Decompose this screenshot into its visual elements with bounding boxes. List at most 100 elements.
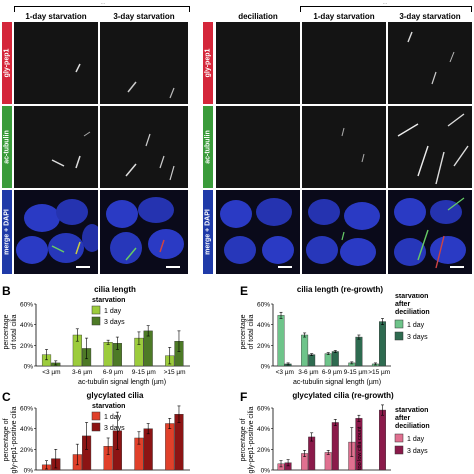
row-label-merge-dapi-right: merge + DAPI <box>203 190 213 274</box>
chart-c-legend-title: starvation <box>92 403 125 410</box>
chart-f-legend-title-1: starvation <box>395 407 428 414</box>
chart-f-bar <box>324 452 332 471</box>
chart-e-bar <box>308 354 316 367</box>
chart-e-legend-swatch-3days <box>394 331 404 341</box>
scale-bar <box>166 266 180 268</box>
chart-c-ytick-label: 20% <box>20 447 33 454</box>
chart-e-legend-1day: 1 day <box>407 322 425 329</box>
chart-e-xtick-label: 6-9 µm <box>322 369 342 376</box>
chart-f-ylabel-1: percentage of <box>240 419 247 462</box>
chart-c-bar <box>165 423 175 471</box>
chart-e-legend-title-1: starvation <box>395 294 428 300</box>
chart-f-annotation: too low cilia count <box>357 426 363 470</box>
chart-f-bar <box>308 436 316 471</box>
chart-c-ytick-label: 40% <box>20 426 33 433</box>
chart-e-xtick-label: 3-6 µm <box>298 369 318 376</box>
chart-c-bar <box>143 428 153 471</box>
chart-f-ytick-label: 0% <box>261 468 271 474</box>
chart-c-legend-3days: 3 days <box>104 425 125 432</box>
micrograph-gly-regrowth-1day <box>302 22 386 104</box>
chart-e-ytick-label: 60% <box>257 302 270 309</box>
chart-e-legend-3days: 3 days <box>407 334 428 341</box>
panel-label-b: B <box>2 284 11 298</box>
chart-e-xtick-label: 9-15 µm <box>344 369 368 376</box>
micrograph-gly-3day <box>100 22 188 104</box>
micrograph-gly-1day <box>14 22 98 104</box>
chart-e-xtick-label: <3 µm <box>276 369 294 376</box>
panel-e-title: cilia length (re-growth) <box>296 285 384 294</box>
micrograph-gly-regrowth-3day <box>388 22 472 104</box>
chart-e-ylabel-2: of total cilia <box>248 314 255 349</box>
col-header-1day-right: 1-day starvation <box>313 12 375 21</box>
chart-f-legend-swatch-3days <box>394 445 404 455</box>
chart-e-ytick-label: 0% <box>261 364 271 371</box>
micrograph-merge-1day <box>14 190 98 274</box>
chart-f-legend-title-2: after <box>395 415 410 422</box>
chart-e-xtick-label: >15 µm <box>368 369 390 376</box>
chart-b-legend-1day: 1 day <box>104 308 122 315</box>
chart-e-legend-title-2: after <box>395 301 410 308</box>
chart-e-ytick-label: 40% <box>257 322 270 329</box>
chart-e-bar <box>355 336 363 367</box>
micrograph-merge-deciliation <box>216 190 300 274</box>
chart-c: percentage of gly-pep1-positive cilia 0%… <box>3 403 190 474</box>
chart-b: percentage of total cilia 0% 20% 40% 60% <3 … <box>3 297 190 386</box>
chart-f-legend-1day: 1 day <box>407 436 425 443</box>
chart-b-xtick-label: >15 µm <box>164 369 186 376</box>
row-label-merge-dapi: merge + DAPI <box>2 190 12 274</box>
chart-e-bar <box>301 334 309 367</box>
micrograph-actub-deciliation <box>216 106 300 188</box>
panel-b-title: cilia length <box>94 285 136 294</box>
chart-b-legend-title: starvation <box>92 297 125 304</box>
chart-f-legend-3days: 3 days <box>407 448 428 455</box>
row-label-gly-pep1: gly-pep1 <box>2 22 12 104</box>
row-label-ac-tubulin: ac-tubulin <box>2 106 12 188</box>
chart-e-bar <box>324 353 332 367</box>
panel-label-c: C <box>2 390 11 404</box>
left-group-bracket <box>14 6 190 12</box>
right-group-header: ... <box>382 0 388 6</box>
scale-bar <box>278 266 292 268</box>
chart-e-bar <box>277 315 285 367</box>
chart-e-ytick-label: 20% <box>257 343 270 350</box>
chart-f-bar <box>378 409 386 471</box>
micrograph-actub-1day <box>14 106 98 188</box>
chart-f-legend-swatch-1day <box>394 433 404 443</box>
chart-b-xtick-label: <3 µm <box>42 369 60 376</box>
panel-c-title: glycylated cilia <box>86 391 144 400</box>
micrograph-actub-3day <box>100 106 188 188</box>
chart-b-legend-3days: 3 days <box>104 319 125 326</box>
panel-f-title: glycylated cilia (re-growth) <box>292 391 394 400</box>
scale-bar <box>450 266 464 268</box>
chart-b-xlabel: ac-tubulin signal length (µm) <box>78 379 166 386</box>
chart-f-ytick-label: 60% <box>257 406 270 413</box>
chart-c-ylabel-2: gly-pep1-positive cilia <box>11 406 18 473</box>
chart-c-legend-swatch-3days <box>91 422 101 432</box>
right-group-bracket <box>300 6 472 12</box>
chart-b-xtick-label: 6-9 µm <box>103 369 123 376</box>
col-header-deciliation: deciliation <box>238 12 278 21</box>
chart-c-legend-1day: 1 day <box>104 414 122 421</box>
chart-f-legend-title-3: deciliation <box>395 423 430 430</box>
chart-b-ytick-label: 20% <box>20 343 33 350</box>
chart-b-legend-swatch-1day <box>91 305 101 315</box>
chart-f-bar <box>331 422 339 471</box>
scale-bar <box>76 266 90 268</box>
chart-e: percentage of total cilia 0% 20% 40% 60% <3 … <box>240 294 430 386</box>
chart-c-ylabel-1: percentage of <box>3 419 10 462</box>
chart-b-xtick-label: 3-6 µm <box>72 369 92 376</box>
chart-e-xlabel: ac-tubulin signal length (µm) <box>293 379 381 386</box>
panel-label-f: F <box>240 390 248 404</box>
chart-f-ylabel-2: gly-pep1-positive cilia <box>248 406 255 473</box>
micrograph-merge-3day <box>100 190 188 274</box>
chart-e-bar <box>331 351 339 367</box>
micrograph-actub-regrowth-3day <box>388 106 472 188</box>
chart-c-ytick-label: 60% <box>20 406 33 413</box>
chart-b-ylabel-2: of total cilia <box>11 314 18 349</box>
chart-c-legend-swatch-1day <box>91 411 101 421</box>
chart-b-legend-swatch-3days <box>91 316 101 326</box>
micrograph-merge-regrowth-1day <box>302 190 386 274</box>
col-header-3day-left: 3-day starvation <box>113 12 175 21</box>
micrograph-gly-deciliation <box>216 22 300 104</box>
chart-f: percentage of gly-pep1-positive cilia 0%… <box>240 404 430 474</box>
